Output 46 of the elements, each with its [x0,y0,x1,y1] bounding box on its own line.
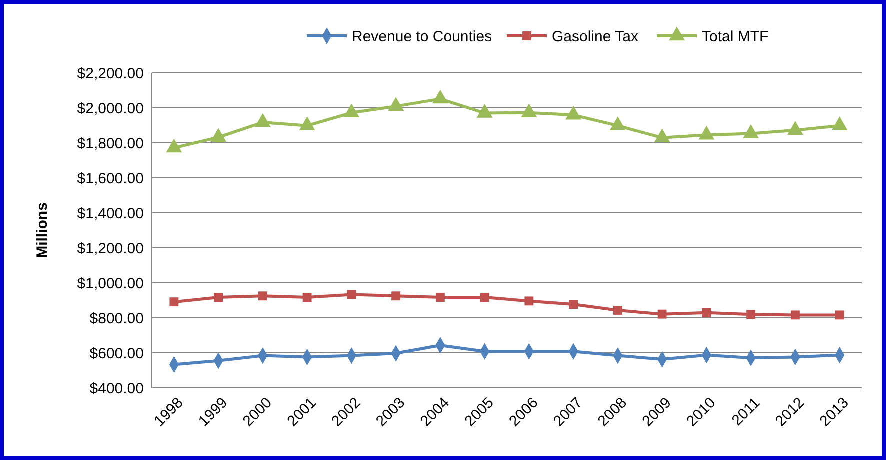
legend-label: Gasoline Tax [552,28,639,46]
y-tick-label: $1,000.00 [77,275,144,292]
point [613,306,622,315]
point [702,308,712,318]
point [258,292,268,301]
y-tick-label: $2,200.00 [77,65,144,82]
y-tick-label: $1,800.00 [77,135,144,152]
y-tick-label: $1,400.00 [77,205,144,222]
point [654,128,670,143]
point [436,293,445,302]
y-tick-label: $1,200.00 [77,240,144,258]
point [743,124,760,138]
legend-label: Revenue to Counties [352,28,492,46]
point [392,292,401,301]
point [746,310,756,320]
point [658,310,667,319]
point [388,97,404,112]
point [170,298,179,307]
point [299,116,316,130]
point [610,116,626,130]
point [521,104,538,118]
point [214,293,224,302]
y-tick-label: $600.00 [90,345,144,362]
point [524,296,534,306]
y-axis-title: Millions [34,202,51,258]
point [569,300,578,309]
point [790,310,800,320]
y-tick-label: $800.00 [90,310,144,328]
point [344,104,360,118]
point [254,113,271,128]
legend-label: Total MTF [702,28,769,46]
point [480,293,490,302]
point [476,104,493,118]
y-tick-label: $400.00 [90,380,144,398]
point [432,90,448,104]
point [787,121,804,135]
point [210,128,227,142]
point [302,293,312,302]
point [347,290,356,300]
y-tick-label: $2,000.00 [77,100,144,118]
y-tick-label: $1,600.00 [77,170,144,188]
point [698,126,715,140]
point [566,106,582,120]
point [832,116,848,130]
point [835,310,844,320]
point [166,138,182,153]
